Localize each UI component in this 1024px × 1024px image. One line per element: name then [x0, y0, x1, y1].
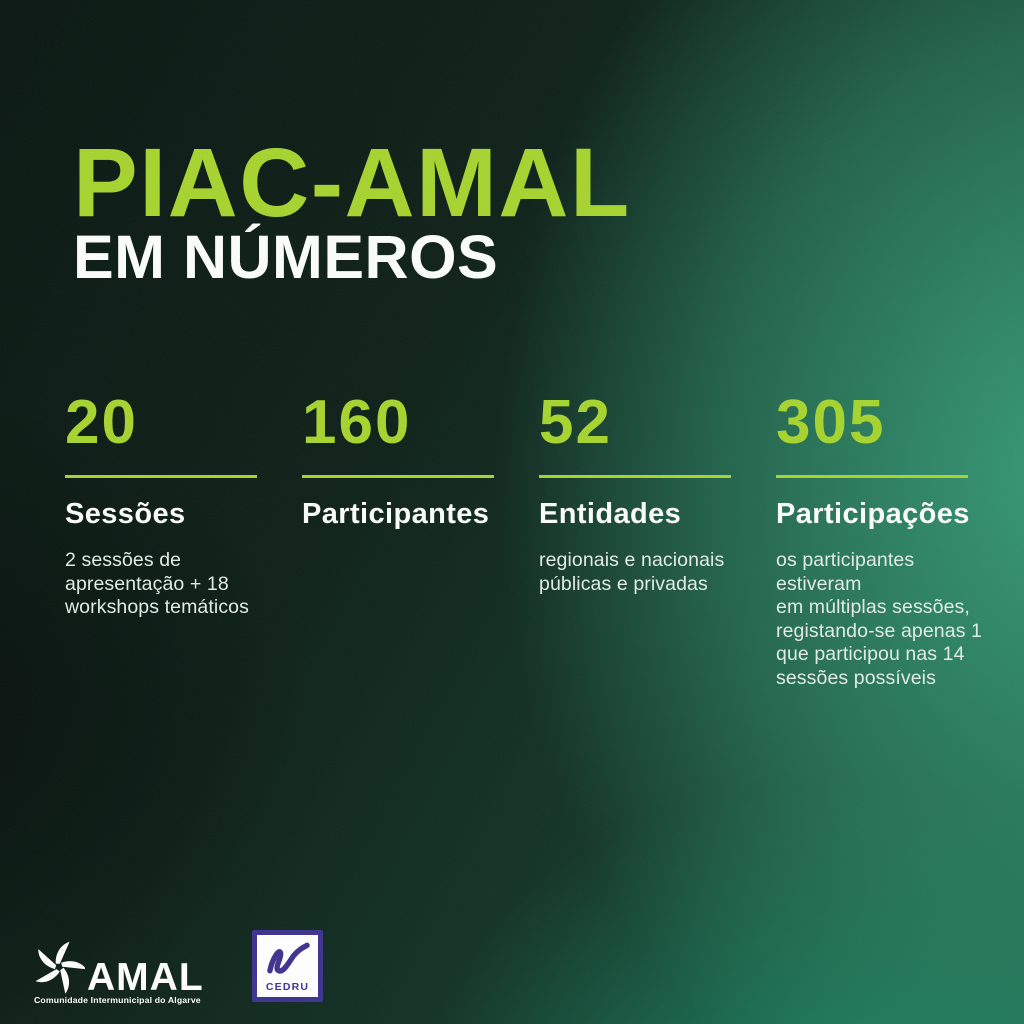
page-title: PIAC-AMAL	[73, 128, 631, 237]
stat-entities: 52 Entidades regionais e nacionais públi…	[539, 392, 767, 596]
cedru-check-icon	[267, 942, 310, 974]
cedru-wordmark: CEDRU	[265, 980, 310, 993]
stat-participations: 305 Participações os participantes estiv…	[776, 392, 1004, 690]
stat-label: Entidades	[539, 498, 682, 530]
stat-underline	[539, 475, 731, 478]
amal-tagline: Comunidade Intermunicipal do Algarve	[34, 995, 201, 1005]
stat-description: 2 sessões de apresentação + 18 workshops…	[65, 549, 249, 618]
stat-underline	[65, 475, 257, 478]
stat-value: 160	[302, 388, 412, 457]
stat-label: Participantes	[302, 498, 490, 530]
cedru-logo: CEDRU	[252, 930, 323, 1002]
stat-description: os participantes estiveram em múltiplas …	[776, 549, 983, 689]
stat-description: regionais e nacionais públicas e privada…	[539, 549, 725, 595]
amal-pinwheel-icon	[35, 941, 85, 994]
stat-underline	[776, 475, 968, 478]
stat-label: Sessões	[65, 498, 186, 530]
stat-value: 52	[539, 388, 612, 457]
amal-wordmark: AMAL	[87, 956, 204, 999]
stat-value: 305	[776, 388, 886, 457]
stat-value: 20	[65, 388, 138, 457]
stat-label: Participações	[776, 498, 970, 530]
stat-sessions: 20 Sessões 2 sessões de apresentação + 1…	[65, 392, 293, 620]
stat-underline	[302, 475, 494, 478]
page-subtitle: EM NÚMEROS	[73, 223, 499, 291]
stat-participants: 160 Participantes	[302, 392, 530, 549]
